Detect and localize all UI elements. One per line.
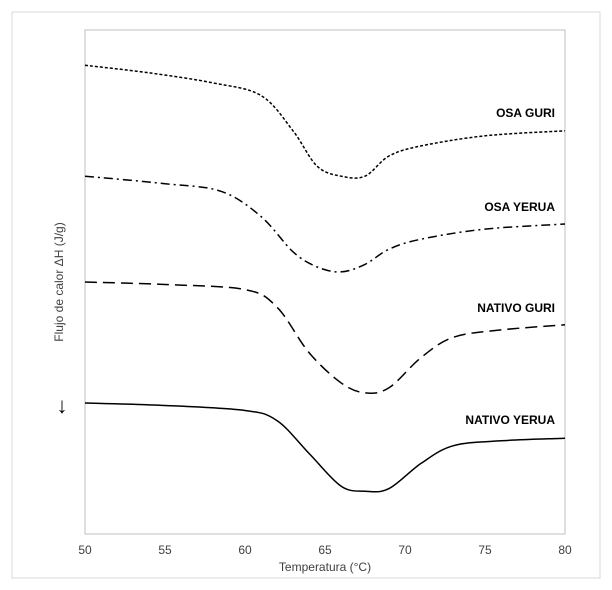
annotation-nativo-yerua: NATIVO YERUA <box>465 413 555 427</box>
series-line-nativo-yerua <box>84 402 566 493</box>
x-tick-label-70: 70 <box>398 543 412 557</box>
series-line-osa-guri <box>84 64 566 179</box>
annotation-osa-guri: OSA GURI <box>496 106 555 120</box>
annotation-layer: OSA GURI OSA YERUA NATIVO GURI NATIVO YERUA <box>465 106 555 427</box>
series-line-nativo-guri <box>84 281 566 395</box>
chart-outer-border <box>11 11 601 579</box>
x-tick-labels: 50 55 60 65 70 75 80 <box>78 543 572 557</box>
annotation-nativo-guri: NATIVO GURI <box>477 301 555 315</box>
annotation-osa-yerua: OSA YERUA <box>484 200 555 214</box>
x-tick-label-50: 50 <box>78 543 92 557</box>
x-tick-label-75: 75 <box>478 543 492 557</box>
series-line-osa-yerua <box>84 175 566 273</box>
x-axis-label: Temperatura (°C) <box>279 560 371 574</box>
down-arrow-icon: ↓ <box>57 393 68 418</box>
series-layer <box>84 64 566 493</box>
x-tick-label-65: 65 <box>318 543 332 557</box>
x-tick-label-80: 80 <box>558 543 572 557</box>
y-axis-label: Flujo de calor ΔH (J/g) <box>52 222 66 341</box>
x-tick-label-55: 55 <box>158 543 172 557</box>
x-tick-label-60: 60 <box>238 543 252 557</box>
